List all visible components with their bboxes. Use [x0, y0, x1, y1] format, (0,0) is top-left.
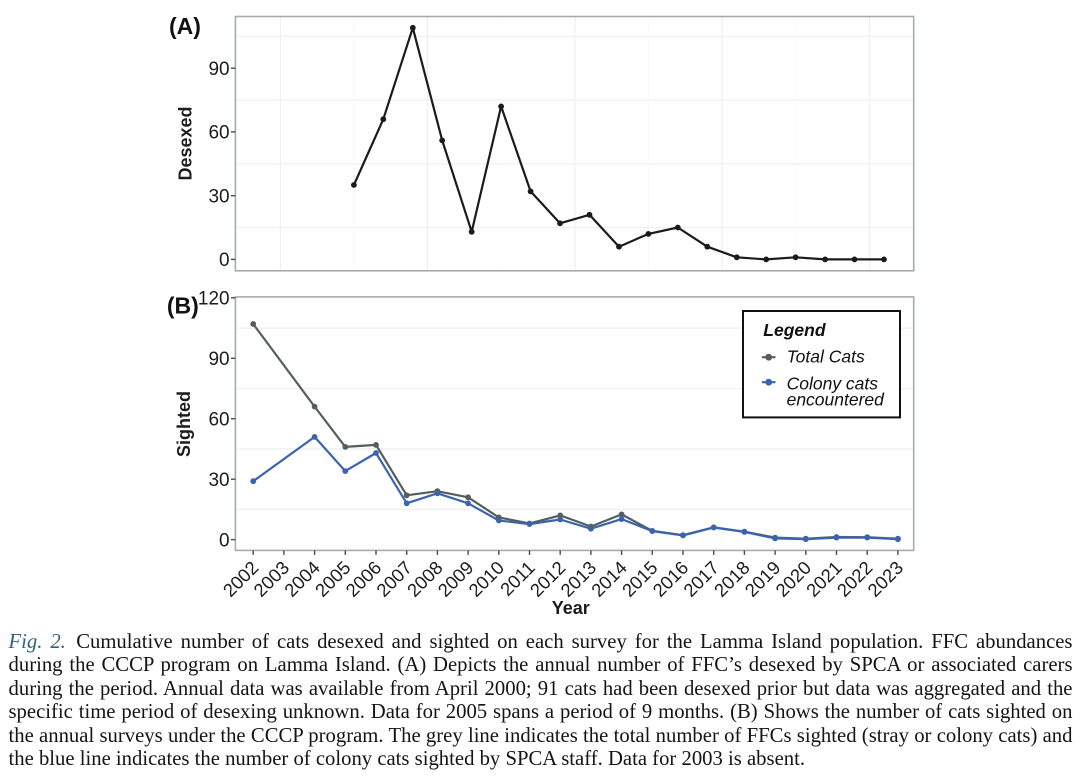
svg-text:encountered: encountered: [787, 389, 886, 409]
svg-text:0: 0: [219, 530, 230, 551]
svg-text:(A): (A): [169, 13, 201, 39]
svg-text:60: 60: [208, 123, 229, 144]
svg-text:60: 60: [208, 409, 229, 430]
svg-text:0: 0: [219, 250, 230, 271]
svg-text:30: 30: [208, 470, 229, 491]
svg-text:Legend: Legend: [763, 320, 826, 340]
svg-text:(B): (B): [167, 293, 199, 319]
svg-text:Desexed: Desexed: [176, 106, 196, 180]
svg-text:30: 30: [208, 186, 229, 207]
svg-text:Year: Year: [552, 598, 590, 618]
svg-text:120: 120: [198, 289, 230, 310]
svg-text:Total Cats: Total Cats: [787, 346, 865, 366]
svg-text:Colony cats: Colony cats: [787, 374, 879, 394]
svg-text:90: 90: [208, 59, 229, 80]
svg-text:Sighted: Sighted: [174, 391, 194, 457]
svg-text:2023: 2023: [863, 557, 907, 601]
svg-text:90: 90: [208, 349, 229, 370]
